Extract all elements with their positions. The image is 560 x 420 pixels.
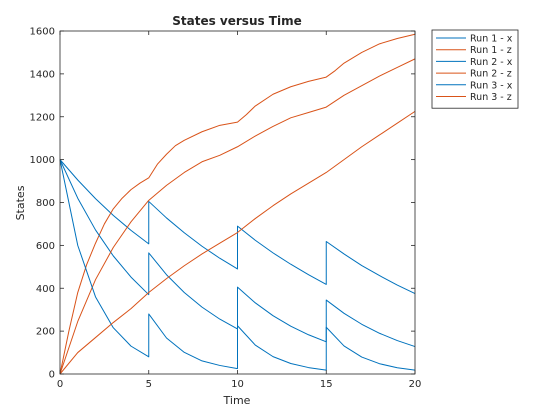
y-tick-label: 1000 — [30, 155, 55, 166]
x-tick-label: 5 — [146, 379, 152, 390]
series-line-6 — [59, 110, 416, 375]
series-line-5 — [59, 159, 416, 371]
y-axis-label: States — [14, 185, 27, 220]
x-tick-label: 20 — [409, 379, 422, 390]
legend-label: Run 3 - z — [470, 92, 512, 103]
x-tick-label: 0 — [57, 379, 63, 390]
y-tick-label: 1200 — [30, 112, 55, 123]
legend-label: Run 2 - x — [470, 57, 513, 68]
y-tick-label: 1400 — [30, 69, 55, 80]
y-tick-label: 400 — [36, 284, 55, 295]
legend-label: Run 2 - z — [470, 69, 512, 80]
y-tick-label: 0 — [49, 370, 55, 381]
x-tick-label: 15 — [320, 379, 333, 390]
legend-label: Run 1 - x — [470, 34, 513, 45]
chart-title: States versus Time — [172, 14, 302, 28]
legend-label: Run 3 - x — [470, 80, 513, 91]
series-line-3 — [59, 159, 416, 348]
series-line-4 — [59, 58, 416, 375]
y-tick-label: 1600 — [30, 27, 55, 38]
x-tick-label: 10 — [231, 379, 244, 390]
series-line-2 — [59, 33, 416, 375]
plot-area — [59, 33, 416, 375]
legend-label: Run 1 - z — [470, 45, 512, 56]
series-line-1 — [59, 159, 416, 295]
y-tick-label: 200 — [36, 327, 55, 338]
x-axis-label: Time — [223, 394, 251, 407]
y-tick-label: 600 — [36, 241, 55, 252]
y-tick-label: 800 — [36, 198, 55, 209]
legend-box — [431, 29, 519, 109]
